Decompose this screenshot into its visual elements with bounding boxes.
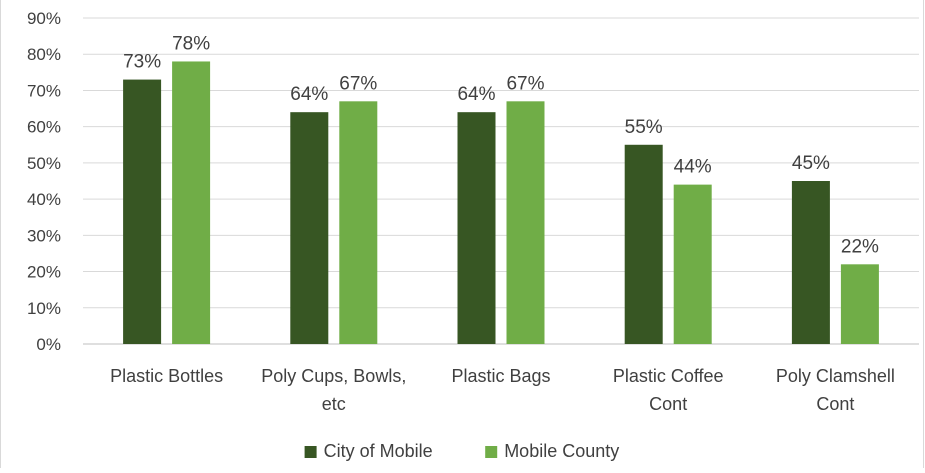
bar-city-of-mobile <box>624 144 663 344</box>
y-tick-label: 70% <box>27 81 61 100</box>
x-category-label: Cont <box>649 394 687 414</box>
data-label: 55% <box>625 117 663 138</box>
y-tick-label: 60% <box>27 118 61 137</box>
bar-mobile-county <box>339 101 378 344</box>
bar-city-of-mobile <box>791 181 830 344</box>
bar-mobile-county <box>172 61 211 344</box>
data-label: 44% <box>674 157 712 178</box>
x-axis-category-labels: Plastic Bottles Poly Cups, Bowls, etc Plast… <box>110 366 895 414</box>
data-label: 67% <box>506 73 544 94</box>
data-label: 64% <box>290 84 328 105</box>
bar-city-of-mobile <box>290 112 329 344</box>
x-category-label: Plastic Bags <box>451 366 550 386</box>
x-category-label: Plastic Bottles <box>110 366 223 386</box>
y-tick-label: 30% <box>27 226 61 245</box>
y-tick-label: 50% <box>27 154 61 173</box>
legend-label: City of Mobile <box>324 441 433 461</box>
data-label: 64% <box>457 84 495 105</box>
x-category-label: Cont <box>816 394 854 414</box>
data-label: 22% <box>841 236 879 257</box>
x-category-label: Poly Clamshell <box>776 366 895 386</box>
data-label: 67% <box>339 73 377 94</box>
y-tick-label: 10% <box>27 299 61 318</box>
data-label: 78% <box>172 33 210 54</box>
y-tick-label: 90% <box>27 9 61 28</box>
bars <box>123 61 879 345</box>
legend-swatch <box>304 446 317 458</box>
bar-mobile-county <box>840 264 879 344</box>
bar-mobile-county <box>506 101 545 344</box>
y-tick-label: 40% <box>27 190 61 209</box>
y-tick-label: 20% <box>27 263 61 282</box>
bar-city-of-mobile <box>123 79 162 345</box>
x-category-label: etc <box>322 394 346 414</box>
bar-mobile-county <box>673 184 712 344</box>
gridlines <box>83 17 919 345</box>
legend-label: Mobile County <box>504 441 619 461</box>
data-label: 45% <box>792 153 830 174</box>
legend-swatch <box>485 446 498 458</box>
data-labels: 73% 78% 64% 67% 64% 67% 55% 44% 45% 22% <box>123 33 879 257</box>
bar-city-of-mobile <box>457 112 496 344</box>
x-category-label: Plastic Coffee <box>613 366 724 386</box>
y-tick-label: 0% <box>36 335 61 354</box>
y-axis-tick-labels: 0% 10% 20% 30% 40% 50% 60% 70% 80% 90% <box>27 9 61 354</box>
legend: City of Mobile Mobile County <box>304 441 619 461</box>
x-category-label: Poly Cups, Bowls, <box>261 366 406 386</box>
data-label: 73% <box>123 52 161 73</box>
y-tick-label: 80% <box>27 45 61 64</box>
